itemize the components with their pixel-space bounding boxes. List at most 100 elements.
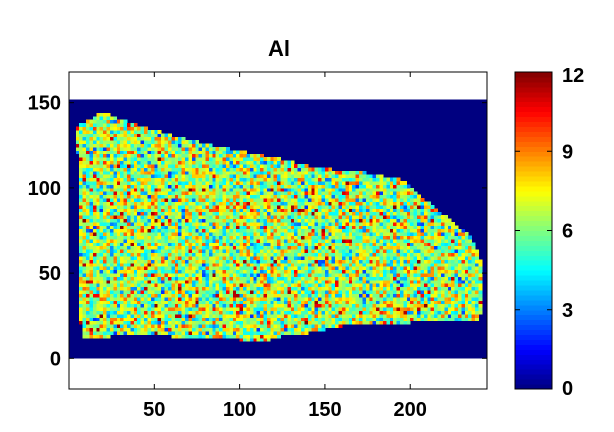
heatmap-cell (120, 140, 124, 144)
heatmap-cell (103, 129, 107, 134)
heatmap-cell (185, 146, 189, 151)
heatmap-cell (318, 314, 322, 318)
heatmap-cell (161, 177, 165, 182)
heatmap-cell (229, 153, 234, 158)
heatmap-cell (191, 157, 196, 162)
heatmap-cell (215, 208, 220, 213)
heatmap-cell (144, 269, 148, 274)
heatmap-cell (113, 208, 118, 213)
heatmap-cell (287, 327, 292, 332)
heatmap-cell (341, 215, 346, 219)
heatmap-cell (103, 252, 107, 257)
heatmap-cell (82, 126, 87, 131)
heatmap-cell (171, 184, 176, 189)
heatmap-cell (294, 228, 299, 233)
heatmap-cell (260, 170, 264, 175)
heatmap-cell (294, 164, 299, 168)
heatmap-cell (171, 239, 176, 243)
heatmap-cell (311, 273, 316, 277)
heatmap-cell (82, 252, 87, 257)
heatmap-cell (130, 331, 135, 335)
heatmap-cell (263, 324, 268, 329)
heatmap-cell (120, 218, 124, 223)
heatmap-cell (338, 262, 343, 267)
heatmap-cell (92, 225, 97, 230)
heatmap-cell (263, 239, 268, 243)
heatmap-cell (188, 300, 193, 305)
heatmap-cell (75, 146, 80, 151)
heatmap-cell (171, 177, 176, 182)
heatmap-cell (188, 256, 193, 260)
heatmap-cell (191, 293, 196, 298)
heatmap-cell (324, 221, 329, 226)
heatmap-cell (137, 177, 142, 182)
heatmap-cell (382, 286, 387, 291)
heatmap-cell (167, 221, 172, 226)
heatmap-cell (167, 150, 172, 155)
heatmap-cell (287, 300, 292, 305)
heatmap-cell (167, 293, 172, 298)
heatmap-cell (246, 307, 251, 311)
heatmap-cell (229, 160, 234, 165)
heatmap-cell (157, 225, 162, 230)
heatmap-cell (243, 327, 247, 332)
heatmap-cell (290, 215, 295, 219)
heatmap-cell (116, 327, 121, 332)
heatmap-cell (256, 181, 261, 185)
heatmap-cell (232, 279, 237, 284)
heatmap-cell (239, 273, 244, 277)
heatmap-cell (215, 273, 220, 277)
heatmap-cell (89, 334, 94, 339)
heatmap-cell (229, 239, 234, 243)
heatmap-cell (266, 269, 271, 274)
heatmap-cell (321, 232, 326, 237)
heatmap-cell (215, 320, 220, 325)
heatmap-cell (92, 119, 97, 124)
heatmap-cell (263, 157, 268, 162)
heatmap-cell (219, 259, 223, 264)
heatmap-cell (157, 232, 162, 237)
heatmap-cell (82, 242, 87, 247)
heatmap-cell (287, 187, 292, 192)
heatmap-cell (130, 123, 135, 127)
heatmap-cell (195, 198, 200, 202)
heatmap-cell (365, 208, 370, 213)
heatmap-cell (109, 276, 114, 281)
heatmap-cell (188, 290, 193, 294)
heatmap-cell (167, 273, 172, 277)
heatmap-cell (154, 187, 159, 192)
heatmap-cell (352, 245, 357, 250)
heatmap-cell (318, 273, 322, 277)
heatmap-cell (137, 242, 142, 247)
heatmap-cell (109, 211, 114, 216)
heatmap-cell (161, 279, 165, 284)
heatmap-cell (348, 317, 353, 322)
heatmap-cell (372, 204, 377, 209)
heatmap-cell (386, 204, 391, 209)
heatmap-cell (92, 140, 97, 144)
heatmap-cell (181, 177, 186, 182)
heatmap-cell (212, 194, 217, 199)
heatmap-cell (219, 174, 223, 179)
heatmap-cell (208, 215, 213, 219)
heatmap-cell (219, 317, 223, 322)
heatmap-cell (120, 150, 124, 155)
heatmap-cell (99, 198, 104, 202)
heatmap-cell (243, 320, 247, 325)
heatmap-cell (386, 187, 391, 192)
heatmap-cell (341, 228, 346, 233)
heatmap-cell (86, 150, 90, 155)
heatmap-cell (359, 314, 363, 318)
heatmap-cell (174, 201, 179, 206)
heatmap-cell (109, 269, 114, 274)
heatmap-cell (171, 187, 176, 192)
heatmap-cell (127, 242, 131, 247)
heatmap-cell (150, 201, 155, 206)
heatmap-cell (341, 310, 346, 315)
heatmap-cell (287, 191, 292, 196)
heatmap-cell (359, 177, 363, 182)
heatmap-cell (174, 235, 179, 240)
heatmap-cell (188, 140, 193, 144)
heatmap-cell (144, 235, 148, 240)
heatmap-cell (92, 279, 97, 284)
